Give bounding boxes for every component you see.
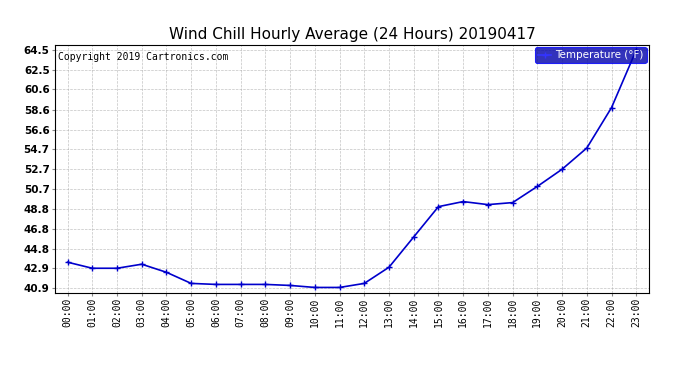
Text: Copyright 2019 Cartronics.com: Copyright 2019 Cartronics.com xyxy=(58,53,228,62)
Title: Wind Chill Hourly Average (24 Hours) 20190417: Wind Chill Hourly Average (24 Hours) 201… xyxy=(168,27,535,42)
Legend: Temperature (°F): Temperature (°F) xyxy=(535,47,647,63)
